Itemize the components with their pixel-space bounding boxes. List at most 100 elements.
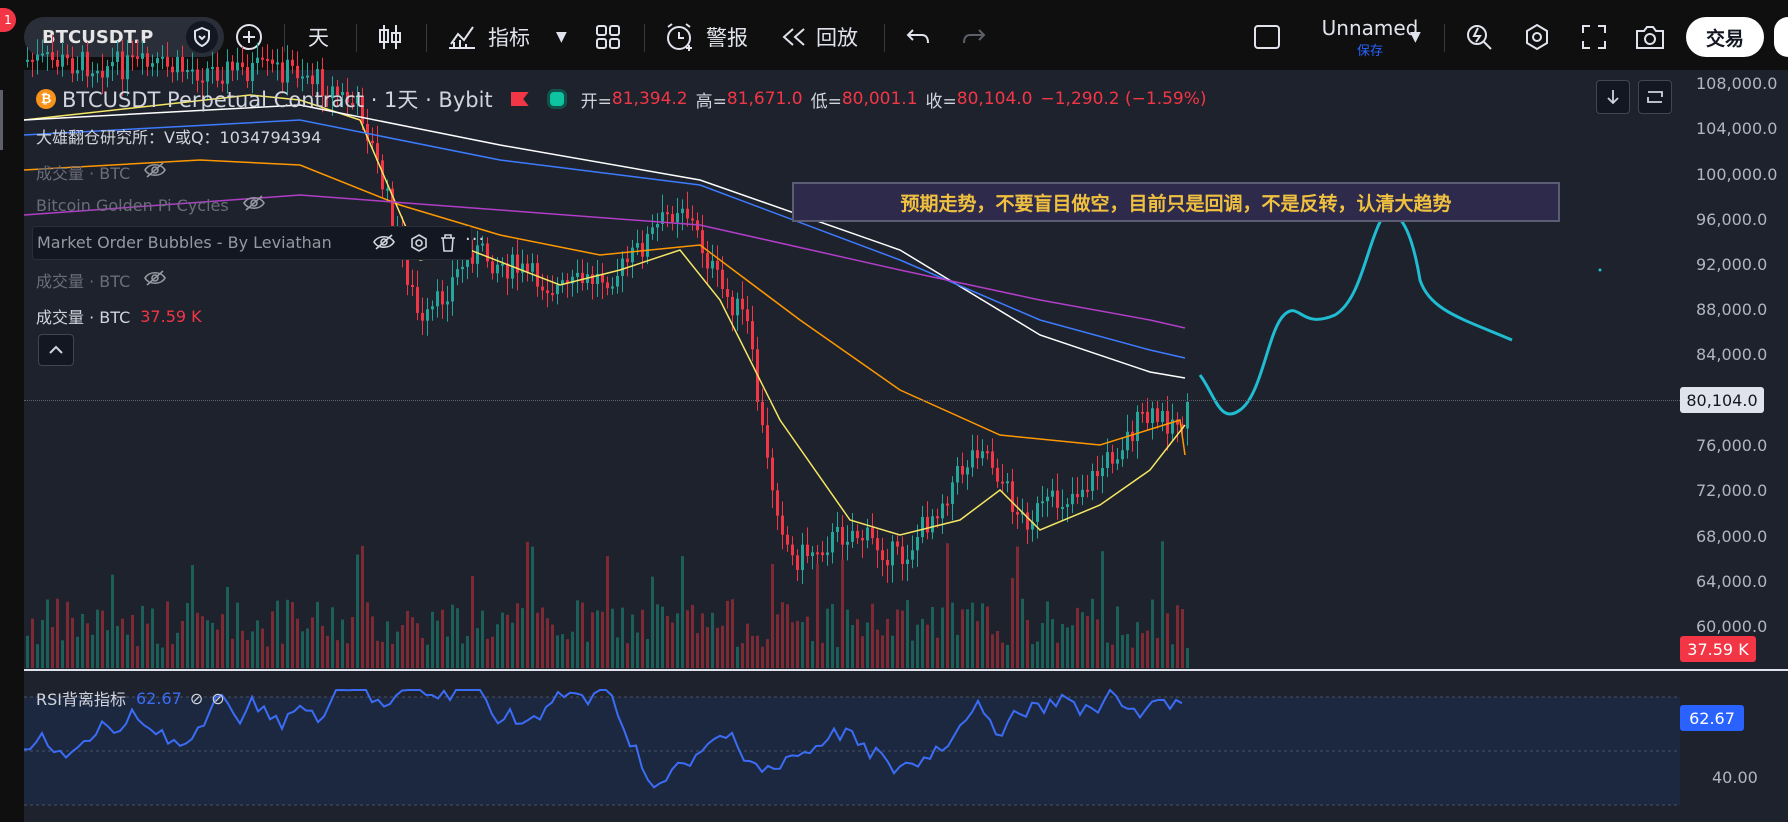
add-symbol-button[interactable] (234, 17, 264, 57)
candle (221, 80, 224, 84)
candle (311, 75, 314, 85)
candle (356, 95, 359, 104)
eye-hidden-icon[interactable] (373, 234, 395, 254)
candle (1041, 501, 1044, 504)
candle (1151, 408, 1154, 423)
volume-bar (1131, 647, 1134, 668)
symbol-search-button[interactable]: BTCUSDT.P (24, 17, 224, 57)
volume-bar (276, 600, 279, 668)
redo-button[interactable] (960, 17, 988, 57)
price-axis[interactable]: 108,000.0 104,000.0 100,000.0 96,000.0 9… (1696, 74, 1778, 636)
candle (901, 546, 904, 564)
volume-bar (71, 617, 74, 668)
candle (1011, 481, 1014, 512)
candle (796, 555, 799, 571)
volume-bar (546, 618, 549, 668)
rsi-axis-label: 40.00 (1712, 768, 1758, 787)
candle (486, 243, 489, 262)
quick-search-button[interactable] (1464, 17, 1494, 57)
gear-icon (1526, 23, 1548, 51)
eye-hidden-icon[interactable] (144, 270, 167, 290)
volume-bar (51, 627, 54, 668)
settings-icon[interactable] (409, 233, 429, 257)
volume-bar (41, 619, 44, 668)
auto-scale-button[interactable] (1638, 80, 1672, 114)
eye-hidden-icon[interactable] (144, 162, 167, 182)
candles-icon (379, 25, 401, 49)
arrow-down-icon (1607, 90, 1619, 105)
candle (646, 233, 649, 257)
indicator-legend-pi-cycles[interactable]: Bitcoin Golden Pi Cycles (36, 195, 265, 215)
indicator-legend-volume-2[interactable]: 成交量 · BTC (36, 268, 167, 292)
market-status-icon[interactable] (546, 89, 567, 109)
screenshot-button[interactable] (1634, 17, 1666, 57)
collapse-legend-button[interactable] (38, 334, 74, 366)
forecast-annotation[interactable]: 预期走势，不要盲目做空，目前只是回调，不是反转，认清大趋势 (792, 182, 1560, 222)
indicator-legend-volume-1[interactable]: 成交量 · BTC (36, 160, 167, 184)
more-icon[interactable]: ··· (465, 229, 486, 250)
candle (446, 301, 449, 305)
hidden-indicator-icon[interactable]: ⊘ (211, 688, 225, 708)
volume-bar (321, 625, 324, 668)
flag-icon[interactable] (510, 92, 529, 106)
trash-icon[interactable] (439, 233, 457, 257)
pane-separator[interactable] (24, 669, 1788, 671)
layout-menu-chevron-icon[interactable]: ▼ (1410, 29, 1421, 45)
volume-bar (696, 633, 699, 668)
candle (1101, 468, 1104, 477)
candle (411, 284, 414, 288)
eye-hidden-icon[interactable] (242, 195, 265, 215)
settings-button[interactable] (1522, 17, 1552, 57)
hidden-indicator-icon[interactable]: ⊘ (189, 688, 204, 708)
volume-bar (231, 638, 234, 668)
candle (1036, 503, 1039, 522)
volume-bar (26, 635, 29, 668)
volume-bar (131, 614, 134, 668)
volume-bar (501, 612, 504, 668)
ma-purple-line (23, 194, 1186, 329)
trade-button[interactable]: 交易 (1686, 17, 1764, 57)
candle (791, 544, 794, 556)
scroll-down-button[interactable] (1596, 80, 1630, 114)
volume-bar (906, 600, 909, 668)
volume-bar (301, 631, 304, 668)
rsi-legend[interactable]: RSI背离指标 62.67 ⊘ ⊘ (36, 686, 225, 710)
notification-badge[interactable]: 1 (0, 8, 16, 32)
indicator-legend-volume-3[interactable]: 成交量 · BTC 37.59 K (36, 306, 202, 328)
volume-bar (371, 616, 374, 668)
layout-checkbox[interactable] (1252, 17, 1282, 57)
volume-bar (256, 620, 259, 668)
change-value: −1,290.2 (−1.59%) (1040, 89, 1207, 109)
candle (851, 530, 854, 542)
candle (736, 298, 739, 316)
symbol-legend[interactable]: ₿ BTCUSDT Perpetual Contract · 1天 · Bybi… (36, 84, 1207, 114)
candle (1086, 489, 1089, 492)
undo-button[interactable] (904, 17, 932, 57)
bybit-shield-icon[interactable] (186, 21, 218, 53)
candle (1076, 493, 1079, 498)
candle (701, 230, 704, 254)
candle (786, 534, 789, 545)
rsi-line (23, 688, 1183, 789)
candle (96, 70, 99, 74)
current-price-tag: 80,104.0 (1680, 387, 1764, 413)
chevron-down-icon[interactable]: ▼ (556, 29, 567, 45)
layouts-button[interactable] (594, 17, 622, 57)
candle (911, 550, 914, 560)
volume-bar (46, 599, 49, 668)
layout-name-button[interactable]: Unnamed 保存 (1300, 16, 1440, 59)
indicators-button[interactable]: 指标 ▼ (446, 17, 567, 57)
avatar[interactable] (1774, 17, 1788, 57)
chart-type-button[interactable] (376, 17, 404, 57)
replay-button[interactable]: 回放 (780, 17, 858, 57)
indicator-legend-bubbles[interactable]: Market Order Bubbles - By Leviathan ··· (32, 226, 484, 260)
candle (106, 66, 109, 78)
volume-bar (821, 642, 824, 668)
volume-bar (261, 628, 264, 668)
interval-button[interactable]: 天 (308, 26, 329, 50)
fullscreen-button[interactable] (1580, 17, 1608, 57)
candle (666, 212, 669, 215)
volume-bar (496, 624, 499, 668)
alert-button[interactable]: 警报 (664, 17, 748, 57)
